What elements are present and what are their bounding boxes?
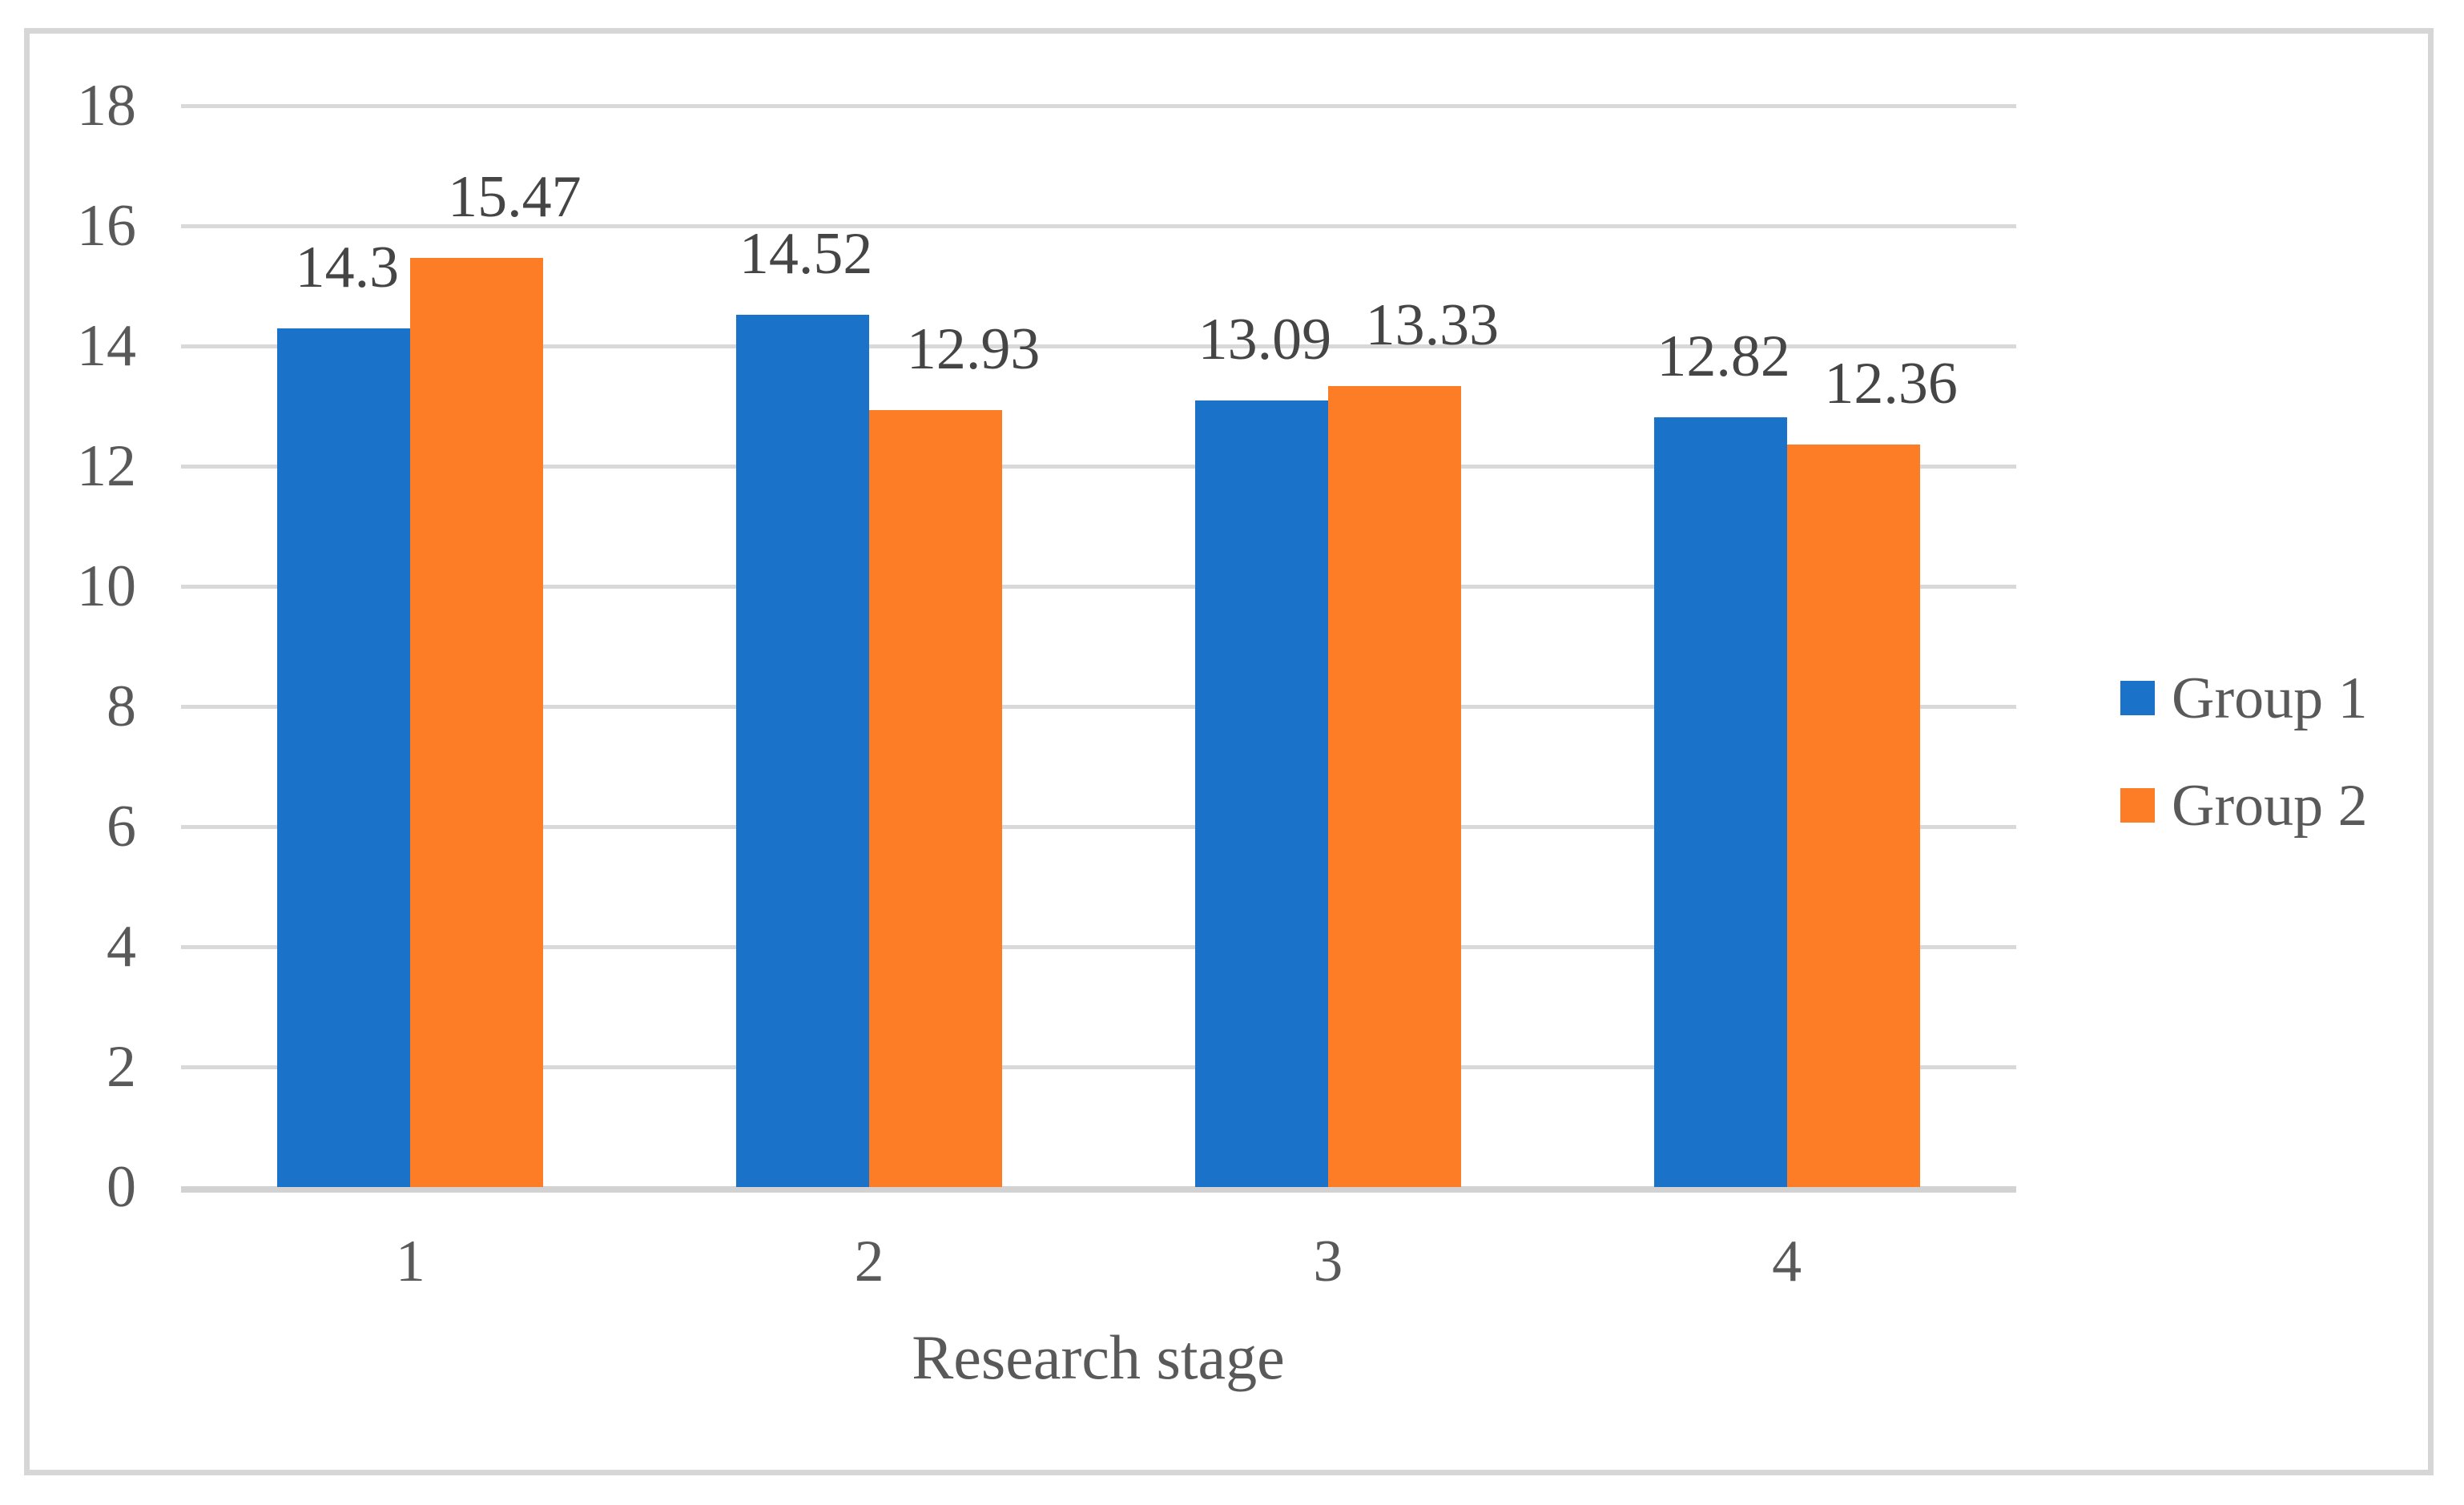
gridline	[181, 465, 2016, 469]
bar-value-label: 14.3	[295, 234, 400, 300]
legend-swatch-group-1	[2120, 681, 2155, 715]
bar-category-4-series-1	[1653, 416, 1787, 1187]
bar-value-label: 13.33	[1365, 292, 1500, 359]
gridline	[181, 945, 2016, 949]
y-axis-tick-label: 14	[77, 313, 136, 379]
bar-category-3-series-2	[1327, 386, 1461, 1187]
legend-label-group-2: Group 2	[2172, 772, 2368, 839]
x-axis-tick-label: 3	[1313, 1229, 1343, 1294]
x-axis-line	[181, 1186, 2016, 1193]
x-axis-tick-label: 1	[395, 1229, 425, 1294]
gridline	[181, 224, 2016, 228]
y-axis-tick-label: 18	[77, 73, 136, 139]
bar-category-2-series-2	[869, 410, 1003, 1187]
bar-category-4-series-2	[1786, 445, 1920, 1187]
bar-category-1-series-2	[410, 257, 544, 1187]
y-axis-tick-label: 0	[107, 1154, 136, 1220]
y-axis-tick-label: 10	[77, 553, 136, 619]
y-axis-tick-label: 6	[107, 794, 136, 859]
bar-category-1-series-1	[277, 328, 411, 1187]
x-axis-tick-label: 4	[1772, 1229, 1802, 1294]
y-axis-tick-label: 12	[77, 433, 136, 499]
bar-value-label: 12.36	[1824, 351, 1958, 416]
y-axis-tick-label: 2	[107, 1034, 136, 1100]
legend-label-group-1: Group 1	[2172, 665, 2368, 731]
x-axis-title: Research stage	[912, 1322, 1285, 1392]
x-axis-tick-label: 2	[854, 1229, 884, 1294]
bar-value-label: 14.52	[739, 221, 873, 287]
bar-value-label: 12.93	[906, 316, 1041, 383]
legend-item-group-1: Group 1	[2120, 666, 2368, 730]
gridline	[181, 585, 2016, 589]
legend-swatch-group-2	[2120, 788, 2155, 823]
bar-category-2-series-1	[736, 315, 870, 1187]
gridline	[181, 705, 2016, 709]
gridline	[181, 825, 2016, 829]
legend-item-group-2: Group 2	[2120, 774, 2368, 838]
y-axis-tick-label: 4	[107, 914, 136, 980]
bar-value-label: 15.47	[448, 163, 582, 230]
bar-value-label: 12.82	[1657, 323, 1790, 389]
y-axis-tick-label: 8	[107, 674, 136, 739]
gridline	[181, 344, 2016, 348]
gridline	[181, 104, 2016, 108]
bar-category-3-series-1	[1194, 400, 1328, 1187]
gridline	[181, 1065, 2016, 1069]
bar-value-label: 13.09	[1198, 307, 1332, 373]
y-axis-tick-label: 16	[77, 193, 136, 259]
